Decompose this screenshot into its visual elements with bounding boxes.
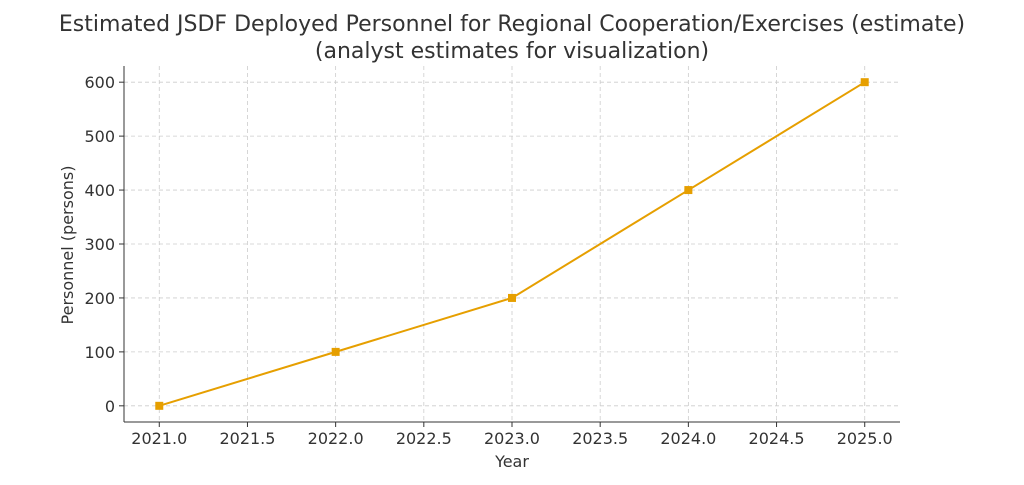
x-axis-label: Year — [494, 452, 529, 471]
y-tick-label: 400 — [84, 181, 115, 200]
x-tick-label: 2023.5 — [572, 429, 628, 448]
data-point-marker — [331, 347, 340, 356]
x-tick-label: 2021.5 — [219, 429, 275, 448]
y-axis-label: Personnel (persons) — [58, 166, 77, 325]
x-axis-ticks: 2021.0 2021.5 2022.0 2022.5 2023.0 2023.5 2024… — [131, 422, 893, 448]
data-point-marker — [155, 401, 164, 410]
x-tick-label: 2023.0 — [484, 429, 540, 448]
chart-subtitle: (analyst estimates for visualization) — [315, 39, 709, 64]
x-tick-label: 2024.5 — [749, 429, 805, 448]
y-axis-ticks: 0 100 200 300 400 500 600 — [84, 73, 124, 416]
y-tick-label: 300 — [84, 235, 115, 254]
data-point-marker — [508, 293, 516, 302]
x-tick-label: 2025.0 — [837, 429, 893, 448]
y-tick-label: 0 — [105, 397, 115, 416]
data-point-marker — [860, 78, 869, 87]
y-tick-label: 600 — [84, 73, 115, 92]
chart-title: Estimated JSDF Deployed Personnel for Re… — [59, 12, 965, 37]
y-tick-label: 100 — [84, 343, 115, 362]
x-tick-label: 2022.5 — [396, 429, 452, 448]
x-tick-label: 2022.0 — [308, 429, 364, 448]
data-point-marker — [684, 186, 693, 195]
series — [155, 78, 869, 410]
grid — [124, 66, 900, 422]
x-tick-label: 2021.0 — [131, 429, 187, 448]
y-tick-label: 500 — [84, 127, 115, 146]
x-tick-label: 2024.0 — [660, 429, 716, 448]
y-tick-label: 200 — [84, 289, 115, 308]
